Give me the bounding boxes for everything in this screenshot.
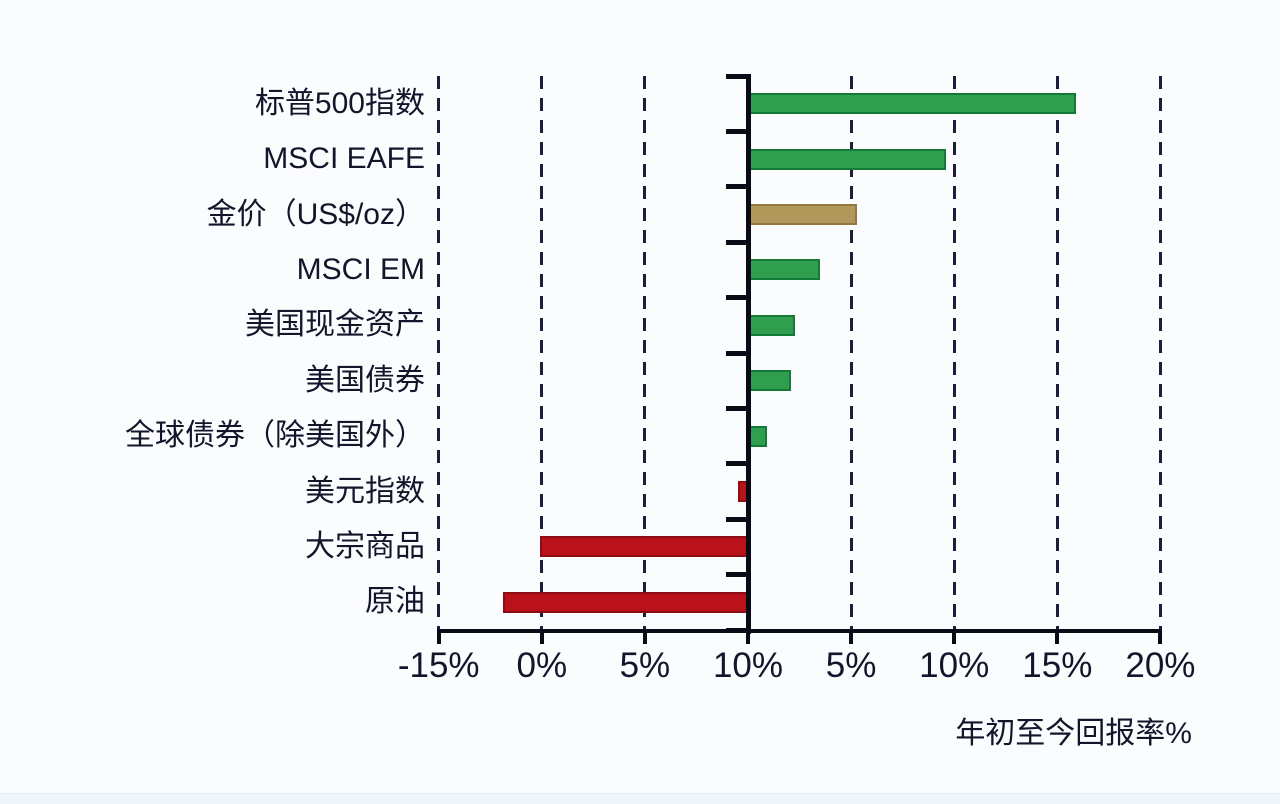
gridline-dashed	[952, 76, 956, 630]
chart-bar	[748, 370, 792, 392]
category-label: 标普500指数	[254, 86, 425, 120]
zero-axis-tick	[726, 128, 748, 134]
zero-axis-tick	[726, 350, 748, 356]
zero-axis-line	[745, 74, 751, 634]
gridline-dashed	[1055, 76, 1059, 630]
category-label: 大宗商品	[305, 529, 425, 563]
gridline-dashed	[540, 76, 544, 630]
x-tick-label: 0%	[516, 646, 568, 685]
chart-bar	[502, 591, 748, 613]
category-label: 金价（US$/oz）	[206, 197, 425, 231]
chart-bar	[748, 314, 796, 336]
x-axis-tick	[1055, 632, 1060, 644]
x-tick-label: 20%	[1125, 646, 1196, 685]
x-tick-label: -15%	[397, 646, 480, 685]
zero-axis-tick	[726, 184, 748, 190]
x-axis-tick	[952, 632, 957, 644]
footer-strip	[0, 793, 1280, 804]
x-tick-label: 15%	[1022, 646, 1093, 685]
gridline-dashed	[437, 76, 441, 630]
category-label: MSCI EAFE	[263, 142, 425, 176]
category-label: 原油	[365, 585, 425, 619]
category-label: 全球债券（除美国外）	[125, 419, 425, 453]
x-axis-tick	[436, 632, 441, 644]
zero-axis-tick	[726, 295, 748, 301]
x-axis-line	[436, 629, 1163, 633]
chart-bar	[748, 148, 946, 170]
gridline-dashed	[849, 76, 853, 630]
gridline-dashed	[643, 76, 647, 630]
x-tick-label: 10%	[919, 646, 990, 685]
zero-axis-tick	[726, 405, 748, 411]
zero-axis-tick	[726, 461, 748, 467]
gridline-dashed	[1158, 76, 1162, 630]
x-tick-label: 10%	[712, 646, 784, 685]
x-tick-label: 5%	[619, 646, 671, 685]
category-label: MSCI EM	[296, 252, 425, 286]
x-axis-tick	[746, 632, 750, 644]
chart-bar	[539, 536, 748, 558]
zero-axis-tick	[726, 516, 748, 522]
zero-axis-tick	[726, 73, 748, 79]
x-axis-tick	[1158, 632, 1163, 644]
chart-bar	[748, 93, 1076, 115]
x-axis-tick	[849, 632, 854, 644]
chart-bar	[748, 259, 821, 281]
x-axis-tick	[642, 632, 647, 644]
zero-axis-tick	[726, 572, 748, 578]
category-label: 美元指数	[305, 474, 425, 508]
zero-axis-tick	[726, 239, 748, 245]
category-label: 美国现金资产	[245, 308, 425, 342]
category-label: 美国债券	[305, 363, 425, 397]
chart-bar	[748, 425, 767, 447]
x-tick-label: 5%	[825, 646, 877, 685]
chart-bar	[748, 204, 858, 225]
x-axis-tick	[539, 632, 544, 644]
x-axis-title: 年初至今回报率%	[955, 717, 1192, 750]
